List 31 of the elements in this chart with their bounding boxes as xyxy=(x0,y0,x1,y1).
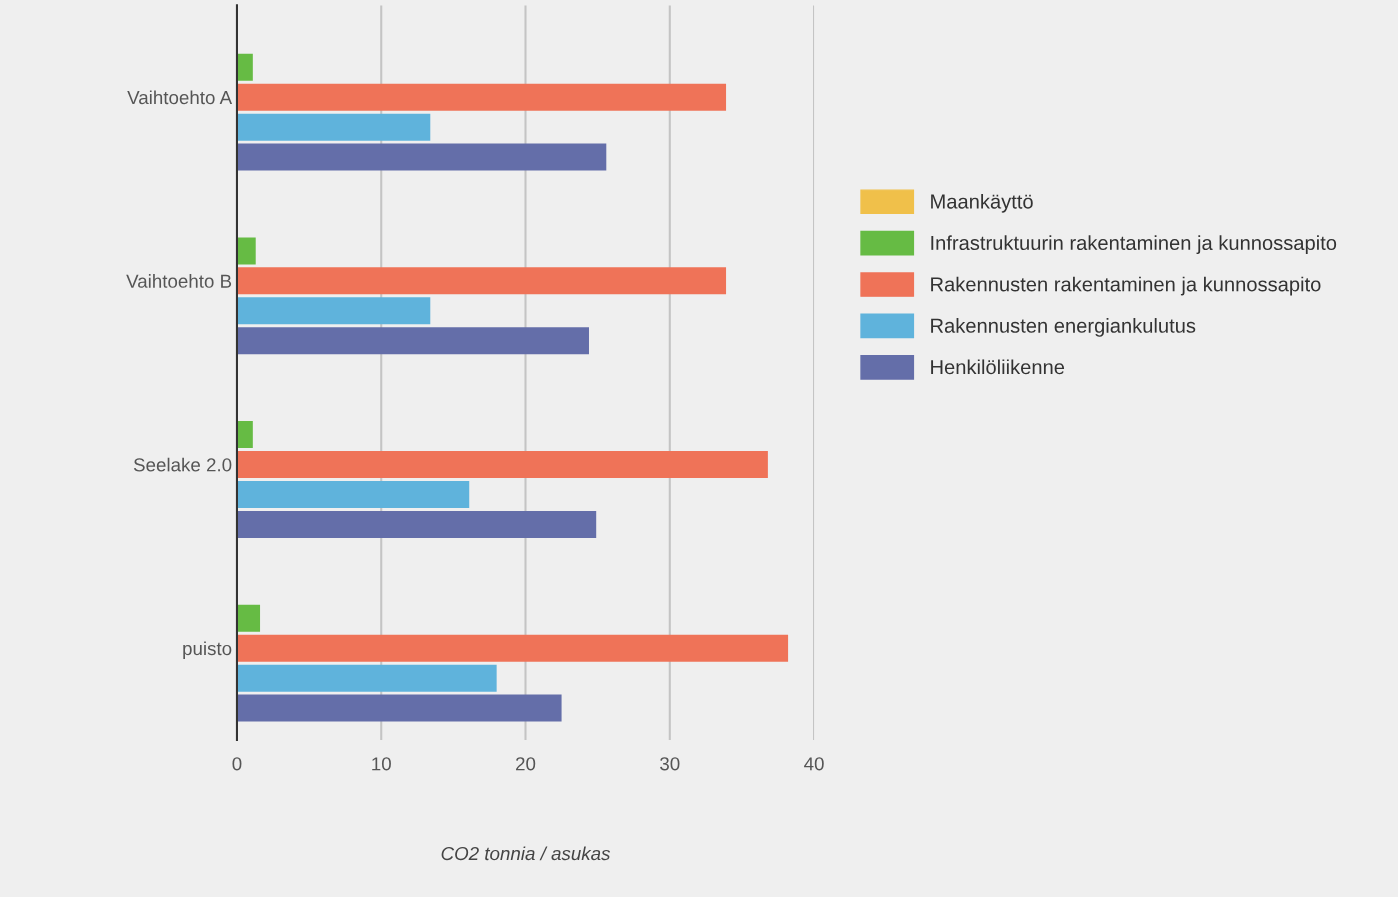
x-tick-label: 40 xyxy=(804,757,824,771)
x-axis-title: CO2 tonnia / asukas xyxy=(441,846,611,861)
legend-label: Infrastruktuurin rakentaminen ja kunnossapito xyxy=(931,235,1337,255)
legend-label: Rakennusten energiankulutus xyxy=(931,318,1196,337)
legend-label: Henkilöliikenne xyxy=(931,359,1065,375)
bar xyxy=(236,694,562,722)
bar xyxy=(236,604,261,632)
x-tick-label: 10 xyxy=(372,757,391,771)
bar xyxy=(236,451,768,479)
bar xyxy=(236,297,431,325)
bar xyxy=(236,421,253,449)
y-tick-label: Seelake 2.0 xyxy=(133,457,232,472)
x-tick-label: 20 xyxy=(516,757,536,771)
bar xyxy=(236,510,597,538)
y-tick-label: Vaihtoehto A xyxy=(127,90,233,105)
x-tick-label: 0 xyxy=(232,757,242,771)
bar xyxy=(236,267,727,295)
y-tick-label: puisto xyxy=(183,641,232,659)
bar xyxy=(236,634,789,662)
bar xyxy=(236,83,727,111)
bar xyxy=(236,327,589,355)
x-tick-label: 30 xyxy=(660,757,680,771)
bar xyxy=(236,53,253,81)
y-tick-label: Vaihtoehto B xyxy=(126,274,232,288)
bar xyxy=(236,143,607,171)
bar xyxy=(236,480,470,508)
bar xyxy=(236,113,431,141)
bar xyxy=(236,237,256,265)
bar xyxy=(236,664,497,692)
legend-label: Maankäyttö xyxy=(931,193,1033,213)
legend-label: Rakennusten rakentaminen ja kunnossapito xyxy=(931,276,1321,296)
